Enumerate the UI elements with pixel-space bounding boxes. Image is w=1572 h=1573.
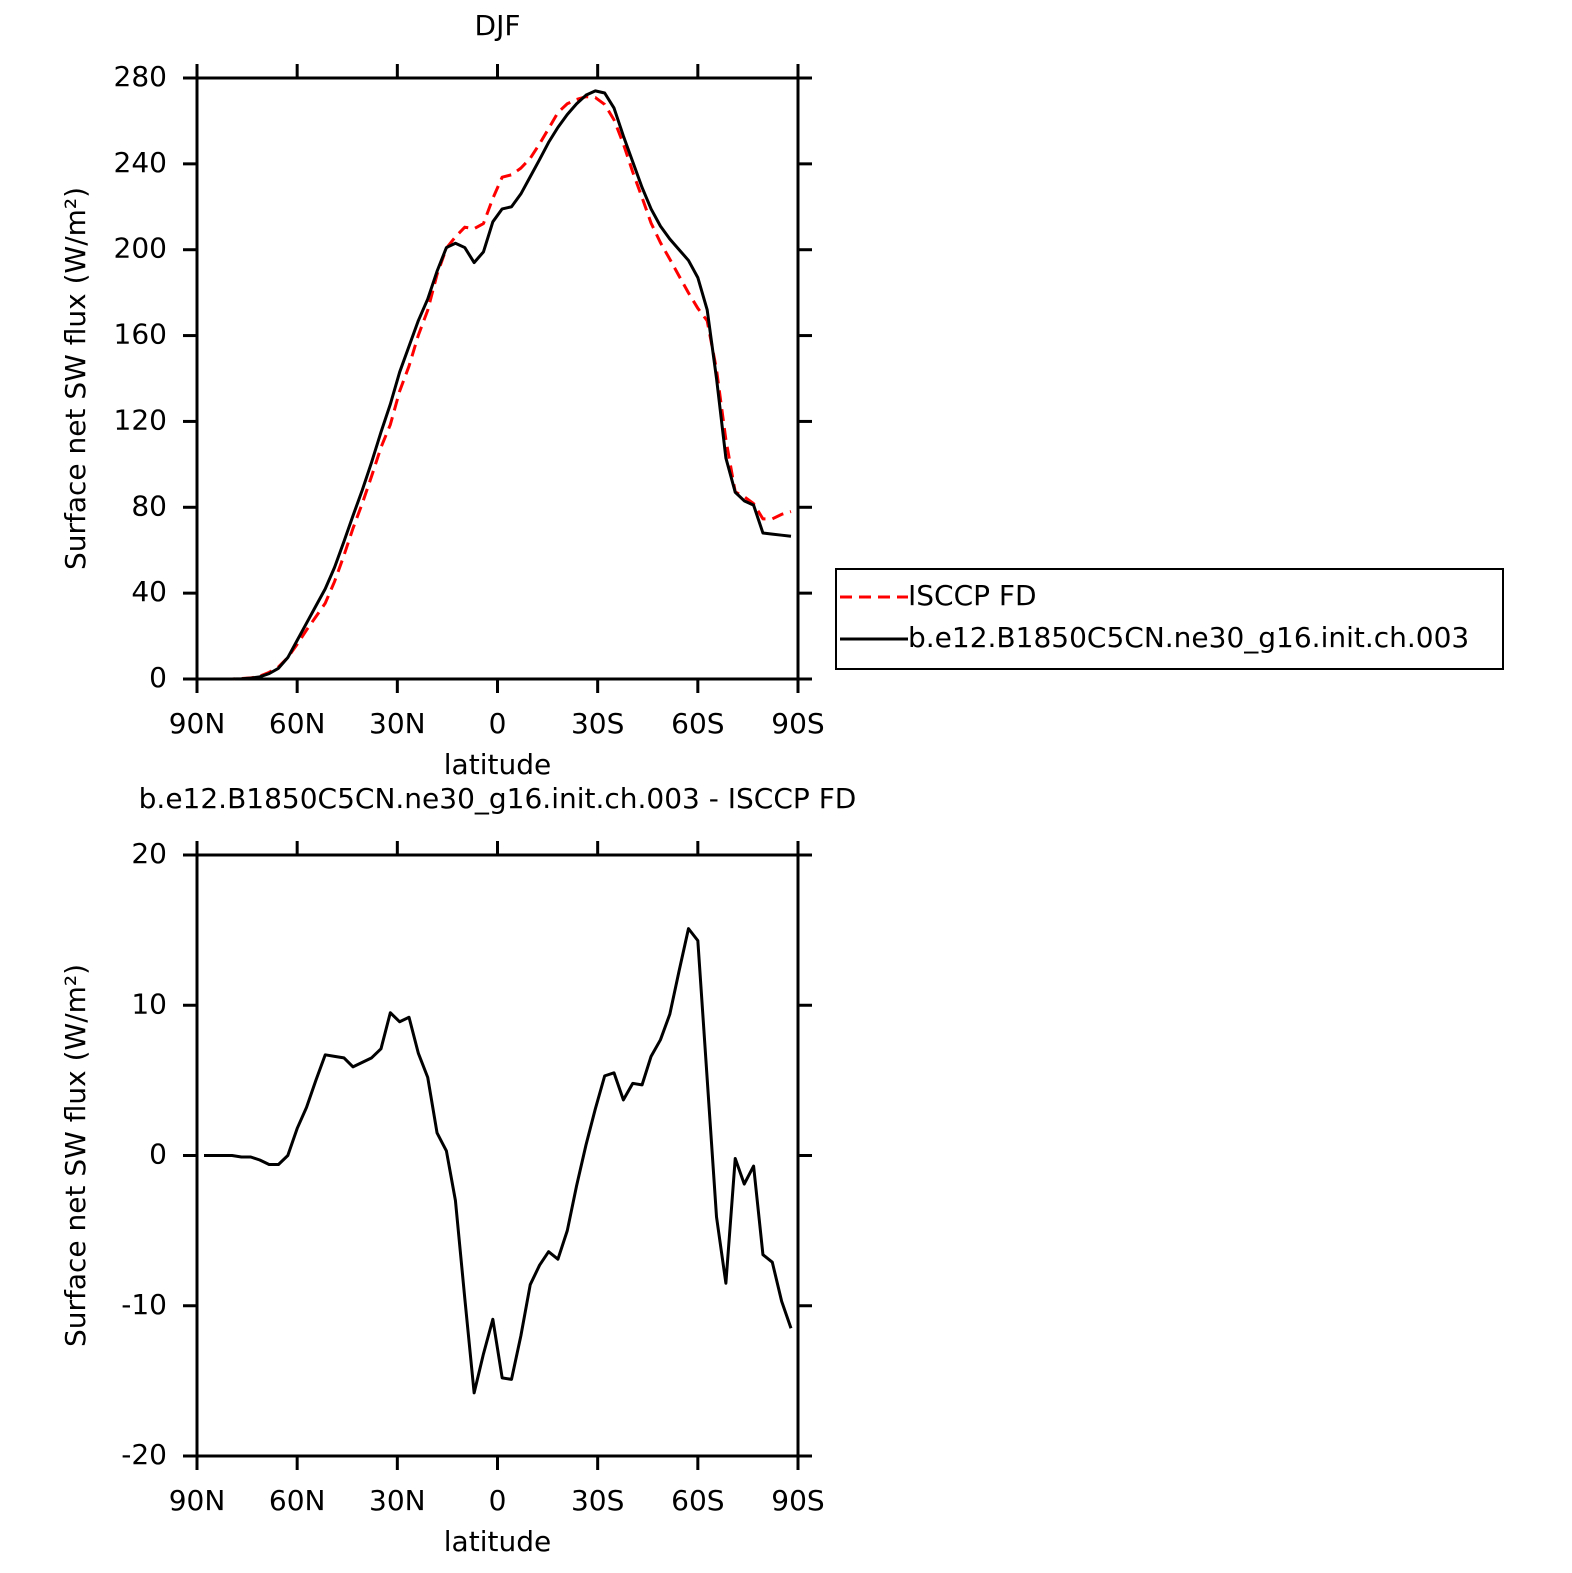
y-tick-label: 0 xyxy=(149,1138,167,1171)
data-line xyxy=(204,95,792,681)
y-tick-label: 160 xyxy=(114,318,167,351)
y-tick-label: 120 xyxy=(114,403,167,436)
y-tick-label: -10 xyxy=(121,1288,167,1321)
x-tick-label: 90N xyxy=(169,1484,226,1517)
y-tick-label: -20 xyxy=(121,1438,167,1471)
plot-frame xyxy=(195,76,800,681)
x-tick-label: 60N xyxy=(269,707,326,740)
x-tick-label: 30N xyxy=(369,1484,426,1517)
y-tick-label: 80 xyxy=(131,489,167,522)
x-tick-label: 90N xyxy=(169,707,226,740)
y-axis-label: Surface net SW flux (W/m²) xyxy=(59,964,92,1347)
chart-title: b.e12.B1850C5CN.ne30_g16.init.ch.003 - I… xyxy=(139,782,857,815)
chart-title: DJF xyxy=(475,9,521,42)
y-tick-label: 0 xyxy=(149,661,167,694)
x-axis-label: latitude xyxy=(444,748,551,781)
y-axis-label: Surface net SW flux (W/m²) xyxy=(59,187,92,570)
x-axis-label: latitude xyxy=(444,1525,551,1558)
y-tick-label: 280 xyxy=(114,60,167,93)
legend-label: b.e12.B1850C5CN.ne30_g16.init.ch.003 xyxy=(908,621,1469,654)
y-tick-label: 240 xyxy=(114,146,167,179)
x-tick-label: 90S xyxy=(771,1484,824,1517)
legend-label: ISCCP FD xyxy=(908,579,1037,612)
x-tick-label: 60S xyxy=(671,707,724,740)
data-line xyxy=(204,89,792,681)
x-tick-label: 60S xyxy=(671,1484,724,1517)
data-line xyxy=(204,927,793,1395)
y-tick-label: 40 xyxy=(131,575,167,608)
y-tick-label: 10 xyxy=(131,987,167,1020)
x-tick-label: 30S xyxy=(571,1484,624,1517)
x-tick-label: 30N xyxy=(369,707,426,740)
x-tick-label: 90S xyxy=(771,707,824,740)
x-tick-label: 0 xyxy=(489,1484,507,1517)
x-tick-label: 30S xyxy=(571,707,624,740)
x-tick-label: 60N xyxy=(269,1484,326,1517)
legend-box xyxy=(835,568,1504,670)
x-tick-label: 0 xyxy=(489,707,507,740)
y-tick-label: 20 xyxy=(131,837,167,870)
y-tick-label: 200 xyxy=(114,232,167,265)
